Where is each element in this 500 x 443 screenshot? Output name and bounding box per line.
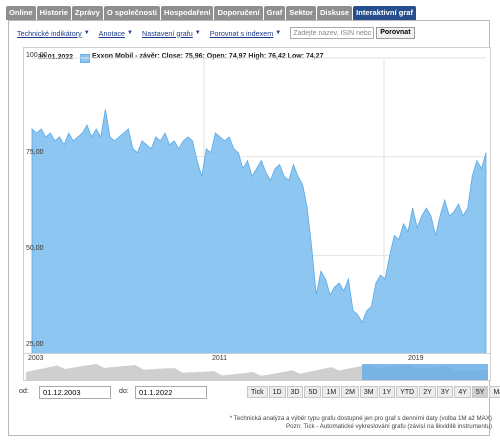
tab-bar: Online Historie Zprávy O společnosti Hospoda… (6, 6, 417, 20)
tab-zprávy[interactable]: Zprávy (71, 6, 103, 20)
legend-text: Exxon Mobil - závěr: Close: 75,96; Open:… (92, 53, 324, 60)
range-controls: od: do: Tick1D3D5D1M2M3M1YYTD2Y3Y4Y5YMax (17, 386, 500, 400)
zoom-button-5y[interactable]: 5Y (471, 386, 489, 398)
chevron-down-icon[interactable]: ▼ (275, 30, 282, 36)
price-area-series (31, 109, 487, 355)
navigator-year: 2019 (408, 355, 424, 362)
compare-index-link[interactable]: Porovnat s indexem (209, 28, 274, 38)
chart-settings-link[interactable]: Nastavení grafu (142, 28, 193, 38)
zoom-button-3y[interactable]: 3Y (436, 386, 454, 398)
y-tick-label: 100,00 (26, 52, 48, 59)
compare-button[interactable]: Porovnat (376, 27, 415, 39)
navigator-year: 2003 (28, 355, 44, 362)
compare-search-input[interactable] (290, 27, 375, 39)
tab-online[interactable]: Online (6, 6, 36, 20)
price-chart[interactable]: 30.01.2022 Exxon Mobil - závěr: Close: 7… (23, 47, 491, 373)
y-tick-label: 50,00 (26, 245, 44, 252)
y-tick-label: 75,00 (26, 149, 44, 156)
zoom-button-tick[interactable]: Tick (247, 386, 268, 398)
tab-hospodaření[interactable]: Hospodaření (161, 6, 214, 20)
footnotes: * Technická analýza a výběr typu grafu d… (230, 415, 492, 431)
zoom-button-1d[interactable]: 1D (268, 386, 286, 398)
tab-o-společnosti[interactable]: O společnosti (103, 6, 161, 20)
to-date-input[interactable] (135, 386, 207, 399)
y-tick-label: 25,00 (26, 341, 44, 348)
chevron-down-icon[interactable]: ▼ (127, 30, 133, 36)
zoom-button-1y[interactable]: 1Y (378, 386, 396, 398)
zoom-button-3d[interactable]: 3D (286, 386, 304, 398)
footnote: Pozn: Tick - Automatické vykreslování gr… (286, 423, 492, 430)
navigator-plot (26, 364, 488, 380)
annotations-link[interactable]: Anotace (98, 28, 126, 38)
zoom-button-3m[interactable]: 3M (359, 386, 378, 398)
tab-interaktivní-graf[interactable]: Interaktivní graf (353, 6, 417, 20)
chart-plot (31, 57, 487, 355)
tab-sektor[interactable]: Sektor (286, 6, 316, 20)
chevron-down-icon[interactable]: ▼ (83, 30, 90, 36)
chart-panel: Technické indikátory ▼ Anotace ▼ Nastave… (8, 20, 500, 436)
zoom-button-2y[interactable]: 2Y (419, 386, 436, 398)
technical-indicators-link[interactable]: Technické indikátory (17, 28, 82, 38)
zoom-button-ytd[interactable]: YTD (396, 386, 419, 398)
zoom-buttons: Tick1D3D5D1M2M3M1YYTD2Y3Y4Y5YMax (247, 386, 500, 398)
zoom-button-1m[interactable]: 1M (322, 386, 341, 398)
timeline-navigator[interactable]: 2003 2011 2019 (23, 353, 491, 381)
from-date-input[interactable] (39, 386, 111, 399)
navigator-selection[interactable] (362, 364, 488, 380)
navigator-year: 2011 (212, 355, 228, 362)
chevron-down-icon[interactable]: ▼ (194, 30, 201, 36)
chart-toolbar: Technické indikátory ▼ Anotace ▼ Nastave… (17, 27, 415, 39)
zoom-button-5d[interactable]: 5D (304, 386, 322, 398)
zoom-button-4y[interactable]: 4Y (454, 386, 471, 398)
to-label: do: (119, 388, 129, 395)
tab-graf[interactable]: Graf (263, 6, 286, 20)
tab-doporučení[interactable]: Doporučení (214, 6, 263, 20)
from-label: od: (19, 388, 29, 395)
footnote: * Technická analýza a výběr typu grafu d… (229, 415, 492, 422)
tab-diskuse[interactable]: Diskuse (316, 6, 353, 20)
tab-historie[interactable]: Historie (36, 6, 71, 20)
zoom-button-2m[interactable]: 2M (341, 386, 359, 398)
zoom-button-max[interactable]: Max (489, 386, 500, 398)
